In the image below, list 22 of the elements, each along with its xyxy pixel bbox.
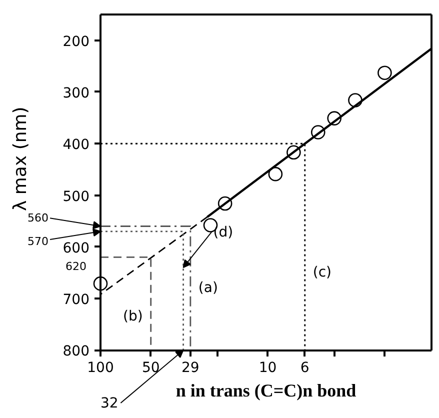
- y-axis-title: λ max (nm): [10, 106, 31, 211]
- annotation: 620: [66, 260, 87, 274]
- y-tick-label: 500: [62, 188, 90, 205]
- annotation: (a): [198, 280, 218, 296]
- x-tick-label: 29: [182, 360, 200, 376]
- y-tick-label: 200: [62, 34, 90, 50]
- annotation: 32: [100, 396, 118, 412]
- x-tick-label: 50: [142, 360, 160, 376]
- x-tick-label: 6: [300, 360, 310, 376]
- y-tick-label: 400: [62, 137, 90, 154]
- annotation: (d): [213, 224, 234, 241]
- x-axis-title: n in trans (C=C)n bond: [176, 380, 356, 400]
- y-tick-label: 700: [62, 292, 90, 308]
- x-tick-label: 10: [258, 360, 277, 376]
- annotation: 560: [28, 212, 49, 225]
- annotation: 570: [28, 234, 49, 248]
- y-tick-label: 800: [62, 344, 90, 360]
- y-tick-label: 600: [62, 240, 90, 256]
- annotation: (c): [312, 264, 332, 281]
- x-tick-label: 100: [87, 360, 114, 376]
- y-tick-label: 300: [62, 85, 90, 102]
- annotation: (b): [123, 308, 143, 325]
